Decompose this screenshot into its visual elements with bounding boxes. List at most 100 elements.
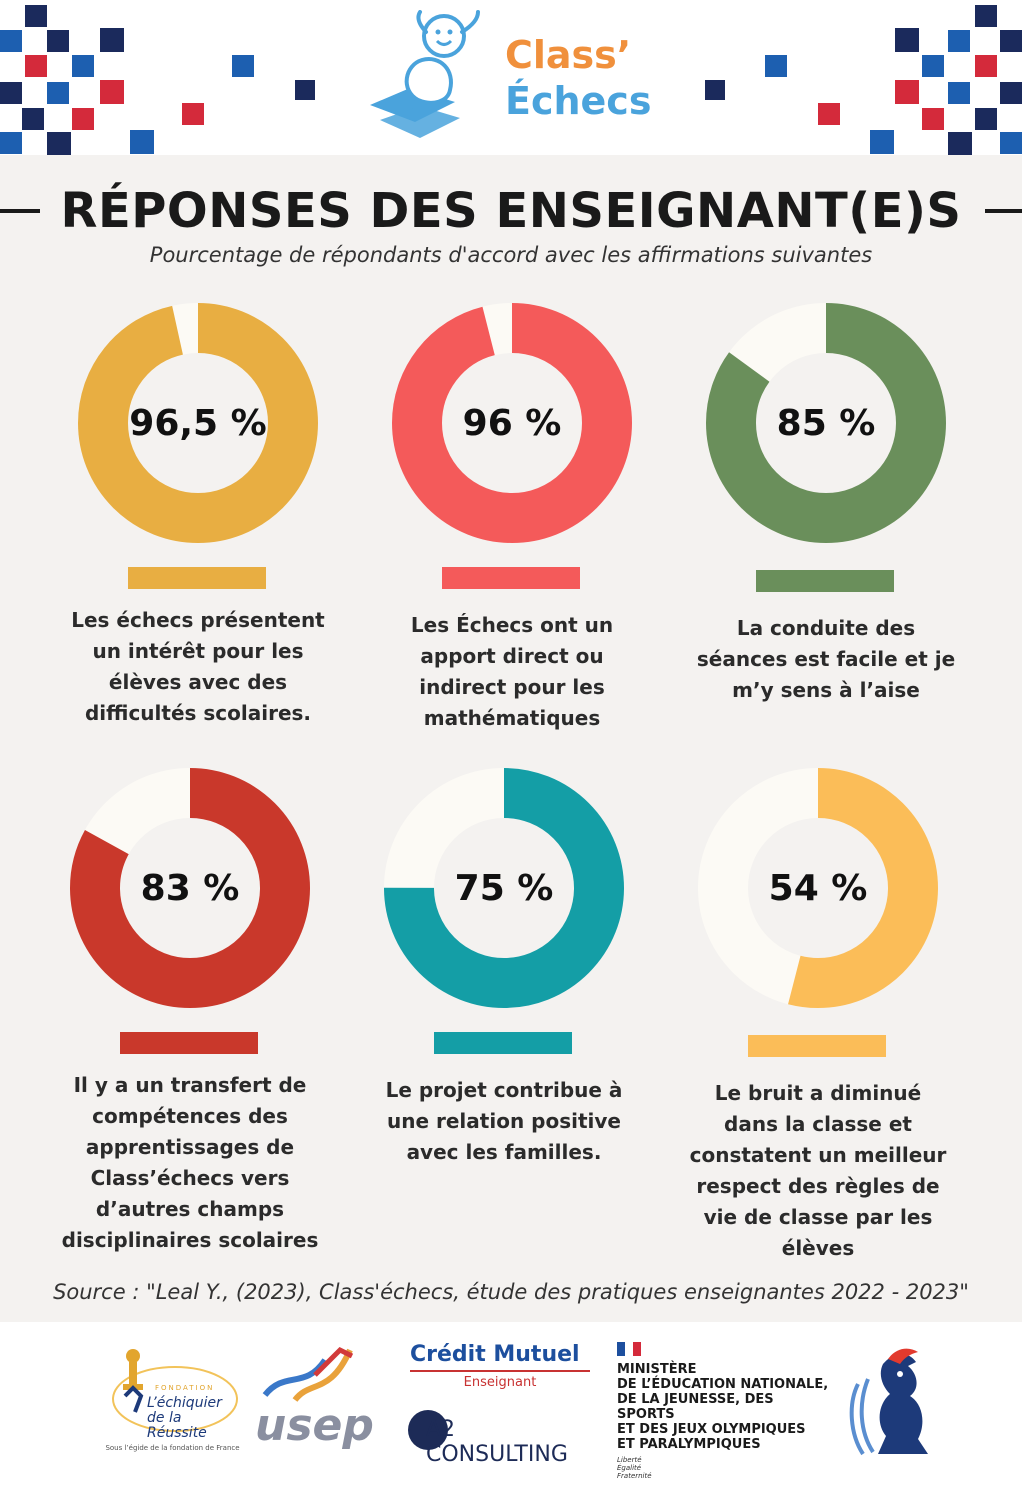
statement-caption: Le bruit a diminué dans la classe et con… [689, 1081, 947, 1260]
pixel-square [948, 132, 972, 155]
source-note: Source : "Leal Y., (2023), Class'échecs,… [53, 1280, 969, 1304]
pixel-square [948, 82, 970, 104]
usep-logo: usep [255, 1340, 385, 1470]
percent-label: 83 % [140, 867, 240, 909]
a2-consulting-logo: A2 CONSULTING [408, 1410, 598, 1467]
mascot-icon [370, 10, 480, 138]
title-rule-left [0, 209, 40, 213]
donut-value-arc [392, 303, 632, 543]
pixel-square [232, 55, 254, 77]
pixel-square [0, 82, 22, 104]
page-title: RÉPONSES DES ENSEIGNANT(E)S [60, 183, 962, 239]
a2-wordmark: A2 CONSULTING [426, 1417, 568, 1467]
donut-card: 85 % La conduite des séances est facile e… [676, 303, 976, 763]
pixel-square [0, 30, 22, 52]
percent-label: 85 % [776, 402, 876, 444]
donut-chart [392, 303, 632, 543]
logo-line-1: Class’ [505, 33, 632, 77]
donut-card: 75 % Le projet contribue à une relation p… [354, 768, 654, 1228]
donut-chart [78, 303, 318, 543]
fondation-emblem-icon [112, 1349, 238, 1432]
pixel-square [25, 5, 47, 27]
color-bar [434, 1032, 572, 1054]
percent-label: 54 % [768, 867, 868, 909]
credit-mutuel-sub: Enseignant [463, 1375, 537, 1390]
credit-mutuel-logo: Crédit Mutuel Enseignant [410, 1342, 590, 1390]
page-subtitle: Pourcentage de répondants d'accord avec … [149, 243, 873, 267]
ministere-text: MINISTÈRE DE L’ÉDUCATION NATIONALE, DE L… [617, 1362, 829, 1452]
pixel-square [1000, 30, 1022, 52]
sponsor-footer: FONDATION L’échiquier de la Réussite Sou… [0, 1322, 1022, 1486]
pixel-square [182, 103, 204, 125]
pixel-square [870, 130, 894, 154]
pixel-square [765, 55, 787, 77]
pixel-square [922, 108, 944, 130]
header-banner: Class’ Échecs [0, 0, 1022, 155]
pixel-square [948, 30, 970, 52]
donut-card: 96,5 % Les échecs présentent un intérêt p… [48, 303, 348, 763]
pixel-square [922, 55, 944, 77]
pixel-square [72, 108, 94, 130]
logo-text: Class’ Échecs [505, 32, 651, 124]
credit-mutuel-name: Crédit Mutuel [410, 1342, 580, 1367]
usep-wordmark: usep [255, 1400, 374, 1451]
donut-card: 96 % Les Échecs ont un apport direct ou i… [362, 303, 662, 763]
pixel-square [295, 80, 315, 100]
pixel-square [72, 55, 94, 77]
donut-chart [706, 303, 946, 543]
pixel-square [705, 80, 725, 100]
pixel-square [47, 30, 69, 52]
statement-caption: Les Échecs ont un apport direct ou indir… [410, 613, 614, 730]
pixel-square [818, 103, 840, 125]
donut-chart [698, 768, 938, 1008]
ministere-logo: MINISTÈRE DE L’ÉDUCATION NATIONALE, DE L… [617, 1342, 832, 1480]
fondation-top-label: FONDATION [155, 1384, 215, 1392]
title-rule-right [985, 209, 1022, 213]
statement-caption: Les échecs présentent un intérêt pour le… [71, 608, 325, 725]
pixel-square [47, 82, 69, 104]
donut-card: 83 % Il y a un transfert de compétences d… [40, 768, 340, 1252]
pixel-square [975, 108, 997, 130]
donut-card: 54 % Le bruit a diminué dans la classe et… [668, 768, 968, 1260]
pixel-square [100, 28, 124, 52]
donut-value-arc [384, 768, 624, 1008]
pixel-square [100, 80, 124, 104]
statement-caption: Le projet contribue à une relation posit… [385, 1078, 623, 1164]
pixel-square [130, 130, 154, 154]
percent-label: 96,5 % [129, 402, 267, 444]
pixel-square [0, 132, 22, 154]
rooster-knight-icon [849, 1348, 928, 1456]
logo-line-2: Échecs [505, 79, 652, 123]
percent-label: 75 % [454, 867, 554, 909]
rooster-chess-logo [838, 1344, 938, 1469]
color-bar [748, 1035, 886, 1057]
french-flag-icon [617, 1342, 641, 1356]
credit-mutuel-rule [410, 1370, 590, 1372]
title-row: RÉPONSES DES ENSEIGNANT(E)S [0, 176, 1022, 246]
color-bar [120, 1032, 258, 1054]
color-bar [128, 567, 266, 589]
a2-circle-icon [408, 1410, 448, 1450]
fondation-small: Sous l’égide de la fondation de France [105, 1444, 240, 1452]
pixel-square [1000, 132, 1022, 154]
statement-caption: La conduite des séances est facile et je… [696, 616, 956, 702]
pixel-square [1000, 82, 1022, 104]
pixel-square [975, 5, 997, 27]
donut-chart [384, 768, 624, 1008]
statement-caption: Il y a un transfert de compétences des a… [61, 1073, 319, 1252]
color-bar [756, 570, 894, 592]
usep-emblem-icon [262, 1346, 354, 1402]
donut-value-arc [698, 768, 938, 1008]
donut-chart [70, 768, 310, 1008]
pixel-square [25, 55, 47, 77]
donut-value-arc [78, 303, 318, 543]
pixel-square [895, 28, 919, 52]
class-echecs-logo: Class’ Échecs [360, 10, 660, 145]
pixel-square [895, 80, 919, 104]
pixel-square [975, 55, 997, 77]
color-bar [442, 567, 580, 589]
ministere-devise: Liberté Égalité Fraternité [617, 1456, 652, 1480]
pixel-square [47, 132, 71, 155]
fondation-name: L’échiquier de la Réussite [147, 1395, 222, 1441]
donut-value-arc [70, 768, 310, 1008]
